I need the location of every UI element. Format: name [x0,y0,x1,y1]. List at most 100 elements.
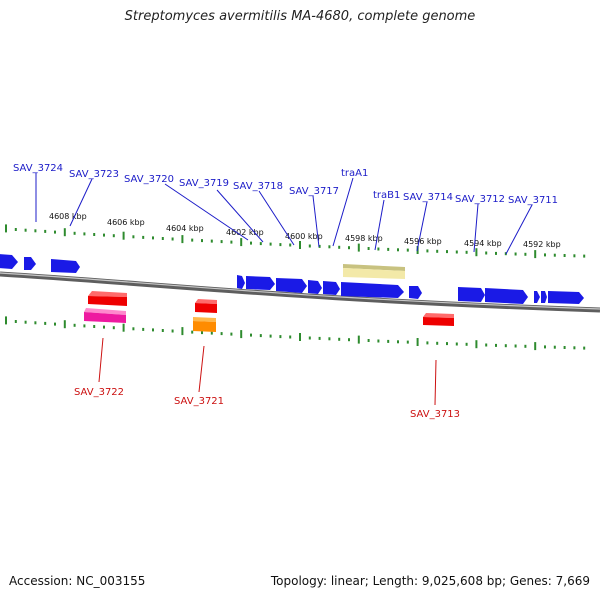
scale-label: 4598 kbp [345,234,383,243]
major-tick [5,224,7,233]
gene-label[interactable]: SAV_3720 [124,174,174,185]
gene-arrow[interactable] [541,291,547,303]
minor-tick [83,324,86,328]
forward-genes [0,254,584,304]
genome-summary-text: Topology: linear; Length: 9,025,608 bp; … [270,574,590,588]
gene-arrow[interactable] [323,281,340,295]
gene-arrow[interactable] [51,259,80,273]
gene-label[interactable]: traB1 [373,190,400,201]
minor-tick [583,254,586,258]
scale-label: 4596 kbp [404,237,442,246]
gene-block-body [88,296,127,306]
gene-block-top [193,317,216,322]
gene-label[interactable]: SAV_3717 [289,186,339,197]
minor-tick [191,330,194,334]
gene-arrow[interactable] [548,291,584,304]
minor-tick [524,252,527,256]
minor-tick [328,245,331,249]
minor-tick [436,249,439,253]
gene-label[interactable]: SAV_3722 [74,387,124,398]
minor-tick [142,235,145,239]
genome-backbone-highlight [0,272,600,310]
minor-tick [495,343,497,347]
genome-title: Streptomyces avermitilis MA-4680, comple… [124,9,476,24]
gene-block[interactable] [84,308,126,323]
scale-label: 4594 kbp [464,239,502,248]
tra-gene[interactable] [343,264,405,279]
minor-tick [553,253,556,257]
gene-arrow[interactable] [246,276,275,290]
reverse-label-lines [98,337,437,406]
minor-tick [406,248,409,252]
minor-tick [279,335,282,339]
gene-label[interactable]: SAV_3713 [410,409,460,420]
major-tick [240,330,243,339]
minor-tick [93,233,96,236]
minor-tick [161,237,164,240]
gene-block-top [88,291,127,297]
gene-arrow[interactable] [0,254,18,269]
minor-tick [191,238,194,242]
lower-scale-ticks [5,316,586,351]
gene-label[interactable]: SAV_3712 [455,194,505,205]
major-tick [122,323,125,332]
major-tick [475,340,478,349]
gene-label[interactable]: SAV_3723 [69,169,119,180]
gene-block[interactable] [195,299,217,313]
minor-tick [426,341,429,345]
gene-block[interactable] [423,313,454,326]
gene-arrow[interactable] [409,286,422,299]
gene-label[interactable]: SAV_3719 [179,178,229,189]
minor-tick [152,236,154,240]
minor-tick [73,323,76,327]
minor-tick [514,252,517,256]
gene-arrow[interactable] [534,291,540,303]
gene-arrow[interactable] [276,278,307,293]
gene-block-body [193,321,216,332]
gene-label[interactable]: SAV_3711 [508,195,558,206]
gene-label[interactable]: SAV_3721 [174,396,224,407]
minor-tick [367,247,370,250]
gene-label[interactable]: SAV_3724 [13,163,63,174]
minor-tick [544,345,546,349]
minor-tick [553,345,556,349]
minor-tick [161,329,164,332]
minor-tick [338,245,341,249]
minor-tick [573,254,576,258]
minor-tick [583,346,586,350]
major-tick [475,248,478,257]
minor-tick [455,250,458,254]
upper-scale: 4608 kbp 4606 kbp 4604 kbp 4602 kbp 4600… [5,212,586,259]
major-tick [63,228,66,237]
scale-label: 4600 kbp [285,232,323,241]
minor-tick [34,321,37,325]
gene-block-body [84,312,126,323]
major-tick [181,327,184,336]
minor-tick [220,332,223,336]
minor-tick [171,237,174,241]
minor-tick [103,233,105,237]
gene-arrow[interactable] [341,282,404,298]
minor-tick [44,321,47,325]
gene-arrow[interactable] [24,257,36,270]
scale-label: 4606 kbp [107,218,145,227]
gene-arrow[interactable] [458,287,485,302]
gene-arrow[interactable] [485,288,528,304]
minor-tick [230,240,233,244]
gene-label[interactable]: SAV_3714 [403,192,453,203]
forward-labels: SAV_3724 SAV_3723 SAV_3720 SAV_3719 SAV_… [13,163,558,206]
gene-label[interactable]: SAV_3718 [233,181,283,192]
gene-block[interactable] [193,317,216,332]
gene-block[interactable] [88,291,127,306]
minor-tick [397,248,399,252]
major-tick [534,342,537,351]
minor-tick [93,325,96,328]
minor-tick [259,242,262,246]
minor-tick [201,239,203,243]
gene-arrow[interactable] [237,275,245,289]
gene-label[interactable]: traA1 [341,168,368,179]
gene-arrow[interactable] [308,280,322,294]
minor-tick [210,239,213,243]
minor-tick [377,247,380,251]
